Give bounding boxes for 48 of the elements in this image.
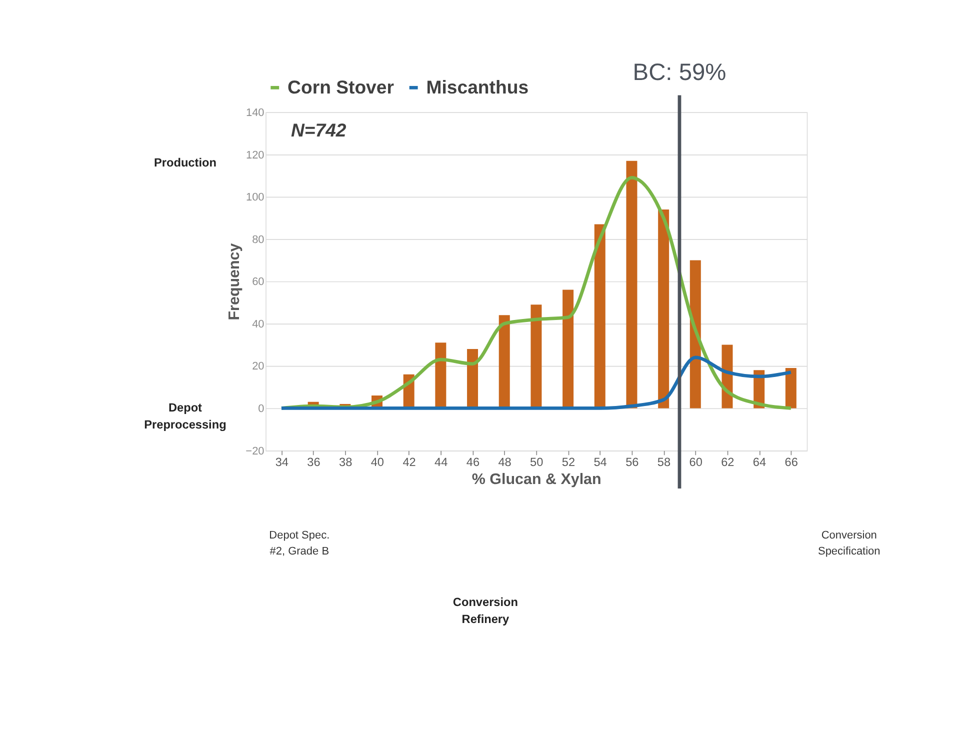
text: Conversion Refinery	[452, 595, 518, 626]
y-axis-title: Frequency	[226, 242, 243, 320]
x-tick-label: 56	[626, 455, 640, 470]
y-tick-label: 40	[252, 318, 264, 330]
bar	[658, 209, 670, 408]
x-axis-title: % Glucan & Xylan	[472, 470, 602, 488]
text: Conversion Specification	[818, 529, 880, 558]
x-tick-label: 64	[752, 455, 766, 470]
y-tick-label: 80	[252, 234, 264, 246]
y-tick-label: 0	[258, 403, 264, 416]
line-series	[280, 356, 793, 410]
x-tick-label: 62	[721, 455, 734, 470]
x-tick-label: 48	[498, 455, 512, 470]
x-tick-label: 58	[657, 455, 671, 470]
bar	[594, 224, 606, 408]
y-tick-label: 20	[252, 360, 264, 373]
y-tick-label: 140	[246, 106, 264, 119]
x-tick-label: 60	[689, 455, 703, 470]
x-tick-label: 40	[370, 455, 384, 470]
bar	[435, 342, 446, 408]
bar	[530, 304, 542, 408]
x-tick-label: 38	[339, 455, 353, 470]
y-tick-label: −20	[246, 445, 264, 458]
bar	[690, 260, 701, 408]
x-tick-label: 52	[562, 455, 576, 470]
bar	[785, 368, 796, 408]
legend-label: Miscanthus	[426, 76, 529, 98]
text: Production	[154, 155, 216, 170]
bar	[498, 315, 510, 408]
x-tick-label: 66	[784, 455, 798, 470]
y-tick-label: 60	[252, 276, 264, 288]
x-tick-label: 46	[466, 455, 480, 470]
annotation: N=742	[290, 120, 347, 141]
x-tick-label: 54	[594, 455, 608, 470]
x-tick-label: 42	[402, 455, 416, 470]
bar	[562, 290, 574, 408]
x-tick-label: 50	[530, 455, 544, 470]
bar	[467, 348, 478, 408]
x-tick-label: 34	[275, 455, 289, 470]
y-tick-label: 120	[246, 149, 264, 162]
bar	[626, 160, 638, 408]
text: Depot Spec. #2, Grade B	[269, 529, 330, 558]
x-tick-label: 36	[307, 455, 321, 470]
legend-label: Corn Stover	[288, 76, 394, 98]
x-tick-label: 44	[434, 455, 448, 470]
ref-line-label: BC: 59%	[632, 60, 726, 86]
text: Depot Preprocessing	[144, 400, 226, 432]
y-tick-label: 100	[246, 192, 264, 204]
